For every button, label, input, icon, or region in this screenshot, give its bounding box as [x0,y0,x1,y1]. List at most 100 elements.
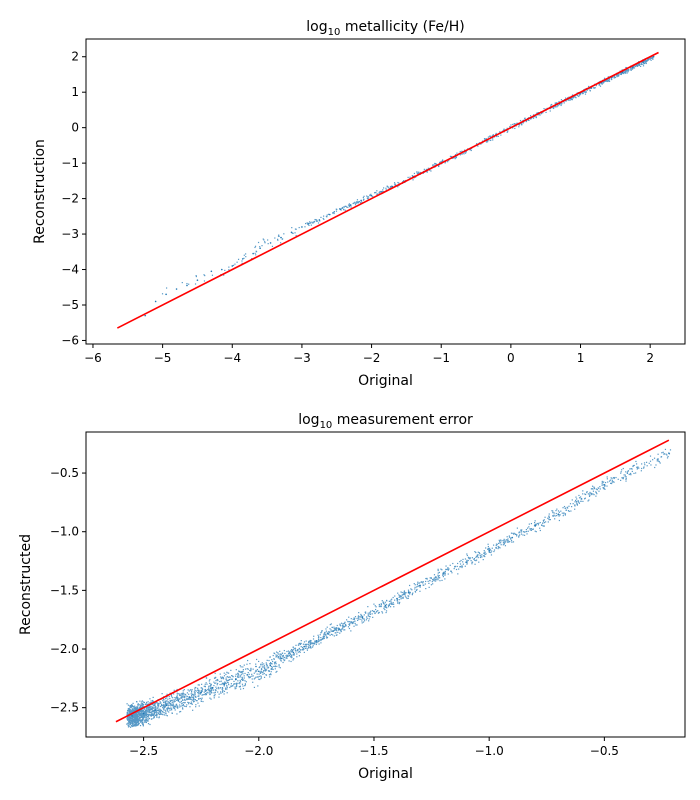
data-point [282,658,285,660]
data-point [214,693,216,695]
data-point [144,714,146,716]
data-point [170,707,172,709]
data-point [186,692,188,694]
data-point [136,720,138,722]
data-point [345,205,347,207]
data-point [587,493,589,495]
data-point [294,232,296,234]
data-point [133,718,135,720]
data-point [574,501,576,503]
data-point [132,711,134,713]
data-point [134,721,136,723]
data-point [621,69,623,71]
data-point [137,704,139,706]
data-point [253,686,256,689]
data-point [225,678,227,681]
data-point [256,658,258,661]
data-point [602,482,604,484]
data-point [289,652,291,654]
data-point [363,618,365,620]
data-point [572,97,574,99]
data-point [534,520,536,522]
data-point [665,453,667,455]
data-point [210,698,212,700]
data-point [260,668,263,670]
data-point [278,234,280,236]
data-point [644,60,646,62]
data-point [137,715,139,718]
data-point [562,507,564,509]
data-point [168,711,170,713]
data-point [238,674,240,676]
data-point [433,574,436,576]
data-point [582,93,584,95]
data-point [414,586,416,588]
data-point [418,171,420,173]
data-point [456,152,458,154]
data-point [340,630,342,632]
data-point [295,651,297,653]
data-point [218,688,220,690]
scatter-series [126,448,672,728]
data-point [173,689,175,691]
data-point [130,705,132,707]
data-point [243,675,245,677]
data-point [485,141,488,143]
data-point [290,650,292,652]
data-point [426,171,428,173]
data-point [282,661,284,664]
data-point [330,629,332,631]
data-point [348,627,351,630]
data-point [164,700,166,702]
data-point [388,187,390,190]
data-point [489,549,491,551]
data-point [371,610,374,612]
data-point [461,150,463,152]
data-point [191,696,193,698]
data-point [241,678,243,680]
data-point [437,568,439,570]
data-point [298,226,300,229]
data-point [636,468,638,470]
data-point [165,700,167,703]
data-point [599,84,601,86]
data-point [341,628,344,630]
data-point [626,72,628,74]
data-point [565,509,568,511]
data-point [563,512,565,514]
data-point [358,617,360,619]
data-point [128,717,130,719]
data-point [148,711,150,713]
data-point [643,467,645,469]
data-point [279,658,281,660]
data-point [579,93,582,95]
data-point [586,491,588,493]
data-point [135,713,138,715]
data-point [448,159,450,162]
data-point [244,680,246,682]
data-point [379,190,381,193]
data-point [482,140,484,142]
data-point [148,717,151,720]
data-point [343,206,345,208]
data-point [173,699,176,701]
data-point [132,720,134,723]
data-point [152,700,154,703]
data-point [235,685,238,687]
data-point [410,588,412,590]
data-point [550,105,552,107]
data-point [641,467,643,470]
data-point [126,718,128,720]
data-point [295,644,297,646]
data-point [624,70,626,72]
data-point [384,605,386,607]
data-point [499,542,501,544]
data-point [291,649,294,652]
scatter-density [161,54,654,295]
data-point [193,696,195,698]
data-point [608,79,610,81]
data-point [647,59,649,62]
data-point [600,82,603,84]
data-point [270,665,272,668]
data-point [305,640,307,642]
